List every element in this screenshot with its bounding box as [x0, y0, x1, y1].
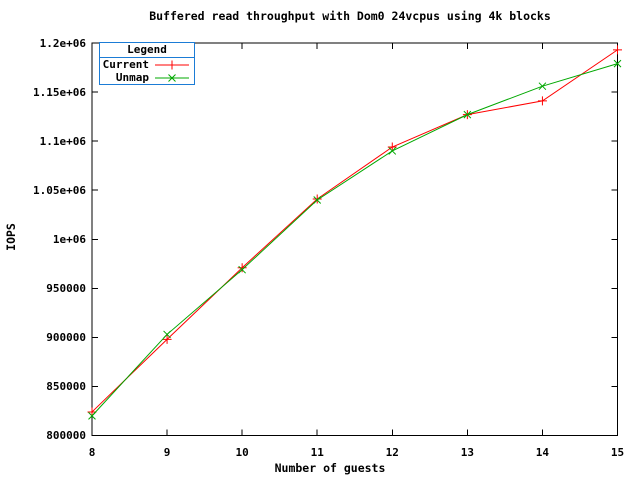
- y-tick-label: 1.2e+06: [39, 36, 86, 50]
- y-tick-label: 1.05e+06: [33, 183, 86, 197]
- x-tick-label: 11: [310, 446, 324, 459]
- legend-sample-line: [155, 73, 189, 82]
- legend-entry-label: Unmap: [115, 71, 149, 84]
- legend-box: Legend Current Unmap: [99, 42, 195, 85]
- y-tick-label: 1.15e+06: [33, 85, 86, 99]
- series-line: [91, 63, 618, 417]
- legend-title: Legend: [100, 43, 194, 58]
- x-axis-label: Number of guests: [274, 461, 386, 475]
- y-tick-label: 850000: [46, 379, 86, 393]
- x-tick-label: 15: [610, 446, 625, 459]
- series-line: [91, 49, 618, 413]
- series-unmap: [88, 59, 622, 420]
- y-tick-label: 1.1e+06: [39, 134, 86, 148]
- y-tick-label: 1e+06: [52, 232, 86, 246]
- x-tick-label: 8: [88, 446, 96, 459]
- legend-entries: Current Unmap: [100, 58, 194, 84]
- legend-entry-label: Current: [102, 58, 149, 71]
- x-tick-label: 14: [535, 446, 550, 459]
- legend-entry-current: Current: [100, 58, 194, 71]
- series-markers: [88, 59, 622, 420]
- y-tick-label: 800000: [46, 429, 86, 442]
- x-tick-label: 10: [235, 446, 249, 459]
- x-tick-label: 13: [460, 446, 474, 459]
- legend-sample-line: [155, 60, 189, 69]
- series-current: [87, 45, 622, 417]
- plot-border-and-ticks: [91, 42, 618, 436]
- x-tick-label: 12: [385, 446, 399, 459]
- legend-entry-unmap: Unmap: [100, 71, 194, 84]
- y-tick-label: 950000: [46, 281, 86, 295]
- x-tick-label: 9: [163, 446, 171, 459]
- chart-title: Buffered read throughput with Dom0 24vcp…: [149, 9, 551, 23]
- y-tick-label: 900000: [46, 330, 86, 344]
- series-markers: [87, 45, 622, 417]
